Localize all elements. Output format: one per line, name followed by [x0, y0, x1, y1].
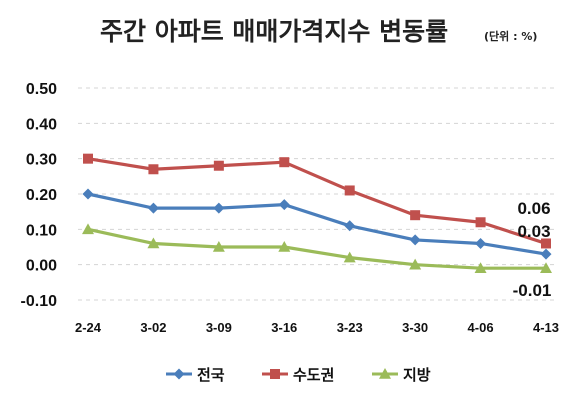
series-group	[82, 153, 552, 273]
point-marker	[82, 223, 94, 235]
series-line	[87, 192, 547, 256]
point-marker	[540, 248, 552, 260]
point-marker	[475, 217, 486, 228]
point-marker	[540, 262, 552, 273]
legend-item: 지방	[372, 366, 431, 384]
point-marker	[212, 241, 225, 252]
point-marker	[279, 157, 290, 168]
point-marker	[409, 258, 422, 270]
x-tick-label: 4-06	[468, 320, 494, 335]
x-tick-label: 3-23	[337, 320, 363, 335]
point-marker	[278, 241, 291, 252]
series-line	[87, 227, 546, 270]
data-label: 0.03	[517, 222, 550, 241]
point-marker	[278, 199, 290, 211]
data-label: 0.06	[517, 199, 550, 218]
point-marker	[344, 185, 355, 196]
point-marker	[343, 251, 356, 263]
y-tick-label: 0.40	[26, 116, 57, 133]
point-marker	[410, 210, 421, 221]
legend: 전국 수도권 지방	[166, 366, 431, 384]
x-tick-label: 4-13	[533, 320, 559, 335]
point-marker	[147, 237, 160, 249]
point-marker	[409, 234, 421, 246]
x-tick-label: 3-09	[206, 320, 232, 335]
series-national	[82, 188, 552, 260]
point-marker	[213, 160, 224, 171]
point-marker	[148, 164, 159, 175]
x-tick-label: 2-24	[75, 320, 102, 335]
data-label: -0.01	[513, 281, 552, 300]
y-tick-label: 0.20	[26, 187, 57, 204]
legend-item: 수도권	[262, 366, 334, 384]
chart-unit-note: (단위 : %)	[484, 29, 537, 43]
point-marker	[147, 202, 159, 214]
legend-marker	[379, 368, 391, 379]
y-axis-ticks: 0.50 0.40 0.30 0.20 0.10 0.00 -0.10	[21, 81, 58, 310]
point-marker	[475, 237, 487, 249]
y-tick-label: 0.50	[26, 81, 57, 98]
point-marker	[213, 202, 225, 214]
x-axis-ticks: 2-24 3-02 3-09 3-16 3-23 3-30 4-06 4-13	[75, 320, 559, 335]
point-marker	[344, 220, 356, 232]
point-marker	[83, 153, 93, 164]
y-tick-label: 0.00	[26, 258, 57, 275]
data-labels: 0.06 0.03 -0.01	[513, 199, 552, 300]
point-marker	[474, 262, 487, 273]
point-marker	[82, 188, 94, 200]
legend-item: 전국	[166, 366, 225, 384]
legend-marker	[173, 368, 185, 380]
y-tick-label: -0.10	[21, 293, 58, 310]
y-tick-label: 0.10	[26, 222, 57, 239]
point-marker	[541, 238, 551, 249]
series-regional	[82, 223, 552, 273]
legend-marker	[270, 369, 280, 379]
legend-label: 지방	[403, 366, 431, 384]
x-tick-label: 3-16	[271, 320, 297, 335]
x-tick-label: 3-02	[140, 320, 166, 335]
x-tick-label: 3-30	[402, 320, 428, 335]
legend-label: 전국	[197, 366, 225, 384]
legend-label: 수도권	[293, 366, 334, 384]
series-capital-area	[83, 153, 551, 249]
y-tick-label: 0.30	[26, 152, 57, 169]
chart-title: 주간 아파트 매매가격지수 변동률	[100, 17, 448, 46]
series-line	[87, 157, 547, 245]
